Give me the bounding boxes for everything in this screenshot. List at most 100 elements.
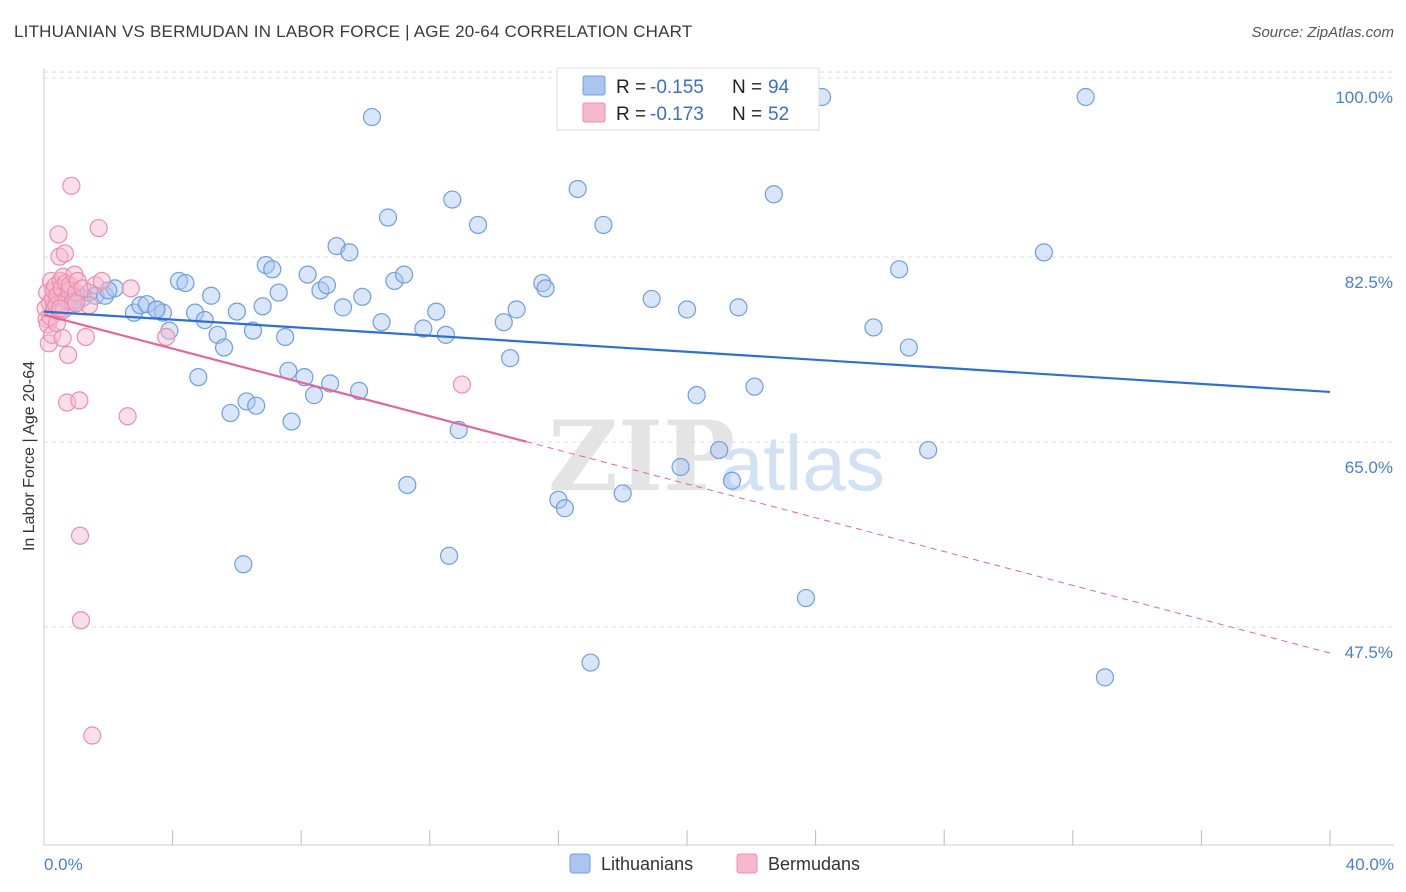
data-point — [243, 321, 263, 340]
data-point — [253, 297, 272, 316]
legend-r-value-2: -0.173 — [650, 104, 704, 125]
data-point — [362, 107, 382, 127]
data-point — [594, 215, 613, 235]
data-point — [304, 386, 324, 405]
series-bermudans-points — [36, 176, 472, 745]
data-point — [176, 273, 195, 293]
data-point — [710, 440, 729, 460]
bottom-legend-swatch-lithuanians — [569, 853, 591, 874]
data-point — [50, 247, 69, 266]
data-point — [919, 440, 938, 460]
data-point — [282, 412, 301, 431]
x-tick-label-max: 40.0% — [1346, 855, 1394, 874]
data-point — [89, 218, 108, 238]
data-point — [568, 179, 587, 199]
data-point — [398, 475, 417, 495]
data-point — [298, 265, 317, 284]
y-tick-label: 100.0% — [1335, 88, 1393, 107]
data-point — [581, 653, 600, 672]
watermark: ZIP atlas — [548, 400, 885, 513]
data-point — [157, 327, 176, 347]
data-point — [864, 318, 883, 337]
data-point — [49, 225, 68, 244]
data-point — [729, 298, 748, 317]
data-point — [671, 457, 690, 477]
data-point — [436, 325, 455, 344]
y-axis-label: In Labor Force | Age 20-64 — [21, 361, 38, 551]
y-axis-tick-labels: 47.5% 65.0% 82.5% 100.0% — [1335, 88, 1393, 662]
data-point — [83, 726, 102, 745]
data-point — [507, 300, 526, 319]
data-point — [1095, 668, 1115, 687]
data-point — [92, 271, 111, 291]
data-point — [55, 244, 74, 263]
data-point — [147, 300, 166, 319]
data-point — [221, 403, 240, 423]
trend-line-lithuanians — [43, 310, 1331, 394]
y-tick-label: 47.5% — [1345, 643, 1393, 662]
data-point — [796, 588, 816, 608]
data-point — [677, 300, 697, 319]
y-tick-label: 82.5% — [1345, 273, 1393, 292]
data-point — [501, 349, 520, 368]
data-point — [189, 368, 208, 387]
watermark-atlas: atlas — [720, 419, 885, 507]
legend-n-value-1: 94 — [768, 77, 790, 98]
watermark-zip: ZIP — [548, 400, 735, 513]
trend-lines — [43, 310, 1331, 654]
data-point — [372, 313, 391, 332]
data-point — [118, 407, 137, 426]
data-point — [899, 338, 918, 357]
data-point — [214, 338, 234, 357]
legend-r-label-1: R = — [616, 77, 646, 98]
data-point — [427, 302, 446, 321]
data-point — [340, 243, 359, 262]
data-point — [202, 286, 221, 305]
trend-line-bermudans-extension — [526, 441, 1331, 654]
data-point — [536, 279, 555, 298]
data-point — [533, 273, 552, 293]
data-point — [121, 279, 140, 298]
data-point — [452, 375, 472, 394]
data-point — [555, 499, 574, 518]
data-point — [1076, 87, 1095, 107]
bottom-legend-swatch-bermudans — [736, 853, 758, 874]
data-point — [687, 386, 706, 405]
data-point — [234, 555, 253, 574]
data-point — [613, 484, 632, 503]
y-tick-label: 65.0% — [1345, 458, 1393, 477]
data-point — [642, 289, 661, 309]
data-point — [42, 325, 62, 344]
data-point — [722, 471, 742, 490]
data-point — [62, 176, 81, 195]
data-point — [237, 392, 256, 411]
data-point — [70, 526, 90, 545]
x-axis-ticks — [172, 830, 1331, 845]
data-point — [59, 345, 78, 365]
data-point — [269, 283, 288, 302]
data-point — [890, 260, 909, 279]
source-label: Source: ZipAtlas.com — [1251, 24, 1394, 41]
data-point — [227, 302, 246, 321]
data-point — [378, 208, 398, 227]
data-point — [468, 215, 488, 235]
legend-r-value-1: -0.155 — [650, 77, 704, 98]
legend-n-value-2: 52 — [768, 104, 789, 125]
legend-swatch-lithuanians — [582, 75, 606, 96]
data-point — [353, 287, 372, 306]
data-point — [67, 294, 86, 313]
legend-r-label-2: R = — [616, 104, 646, 125]
data-point — [414, 319, 433, 338]
bottom-legend: Lithuanians Bermudans — [569, 853, 860, 874]
data-point — [1034, 243, 1053, 262]
data-point — [443, 190, 462, 209]
data-point — [349, 381, 369, 400]
data-point — [70, 391, 89, 410]
data-point — [263, 260, 282, 279]
data-point — [71, 611, 91, 630]
data-point — [276, 327, 295, 347]
data-point — [385, 271, 404, 291]
legend-swatch-bermudans — [582, 102, 606, 123]
data-point — [764, 185, 783, 204]
